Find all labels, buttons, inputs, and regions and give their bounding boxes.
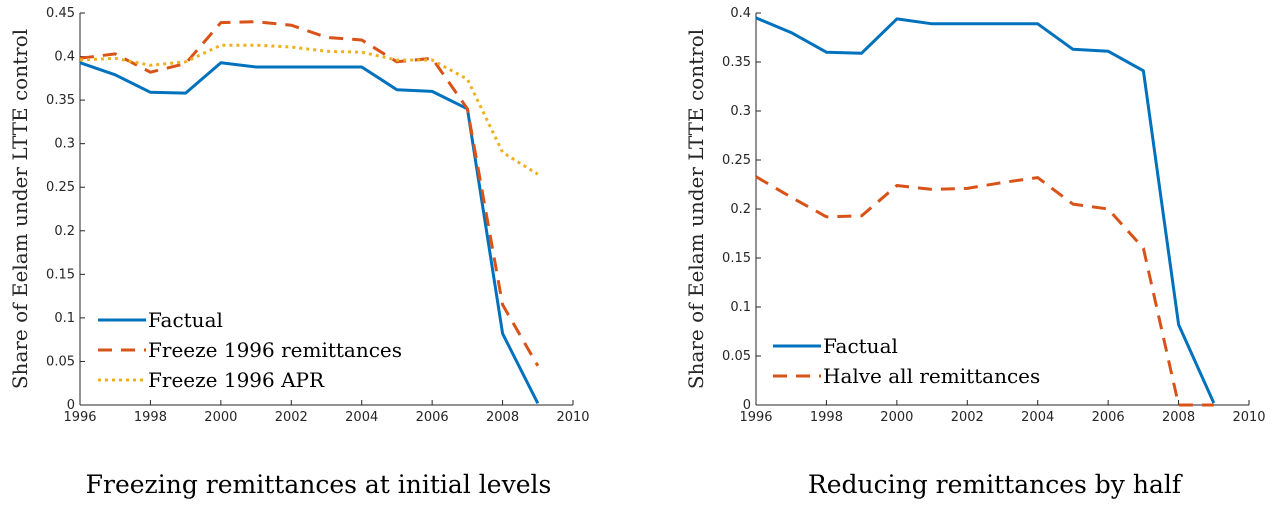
- y-tick-label: 0.3: [730, 104, 751, 119]
- x-tick-label: 1998: [134, 410, 167, 425]
- y-tick-label: 0.05: [46, 354, 75, 369]
- y-tick-label: 0.25: [722, 153, 751, 168]
- y-tick-label: 0.1: [54, 311, 75, 326]
- x-tick-label: 2002: [275, 410, 308, 425]
- y-tick-label: 0.15: [46, 267, 75, 282]
- y-axis-label: Share of Eelam under LTTE control: [8, 29, 32, 389]
- y-tick-label: 0.15: [722, 251, 751, 266]
- right-chart-panel: 1996 1998 2000 2002 2004 2006 2008 2010 0 0.05 0.1…: [684, 6, 1266, 499]
- x-tick-label: 2006: [416, 410, 449, 425]
- y-tick-label: 0.1: [730, 300, 751, 315]
- x-tick-label: 2006: [1092, 410, 1125, 425]
- x-tick-label: 2002: [951, 410, 984, 425]
- x-tick-label: 1998: [810, 410, 843, 425]
- x-tick-label: 1996: [739, 410, 772, 425]
- y-tick-label: 0.2: [730, 202, 751, 217]
- legend-label: Factual: [823, 334, 898, 358]
- x-tick-label: 2000: [880, 410, 913, 425]
- legend-label: Freeze 1996 APR: [148, 368, 325, 392]
- x-tick-label: 2004: [1021, 410, 1054, 425]
- y-tick-label: 0: [743, 398, 751, 413]
- x-tick-label: 2000: [204, 410, 237, 425]
- series-line-factual: [755, 16, 1216, 404]
- y-tick-label: 0.35: [722, 55, 751, 70]
- series-line-freeze-1996-remittances: [79, 20, 540, 367]
- y-tick-label: 0.3: [54, 137, 75, 152]
- y-tick-label: 0.35: [46, 93, 75, 108]
- y-tick-label: 0.45: [46, 6, 75, 21]
- y-tick-label: 0.2: [54, 224, 75, 239]
- y-tick-label: 0.4: [730, 6, 751, 21]
- left-chart-panel: 1996 1998 2000 2002 2004 2006 2008 2010 0 0.05 0.1…: [8, 6, 590, 499]
- y-axis-label: Share of Eelam under LTTE control: [684, 29, 708, 389]
- legend-label: Freeze 1996 remittances: [148, 338, 402, 362]
- x-tick-label: 2004: [345, 410, 378, 425]
- y-tick-label: 0.25: [46, 180, 75, 195]
- chart-caption: Freezing remittances at initial levels: [86, 470, 552, 499]
- series-line-factual: [79, 61, 540, 404]
- chart-caption: Reducing remittances by half: [808, 470, 1183, 499]
- x-tick-label: 2010: [556, 410, 589, 425]
- x-tick-label: 2008: [1162, 410, 1195, 425]
- x-tick-label: 1996: [63, 410, 96, 425]
- x-tick-label: 2008: [486, 410, 519, 425]
- y-tick-label: 0.4: [54, 50, 75, 65]
- x-tick-label: 2010: [1232, 410, 1265, 425]
- legend-label: Factual: [148, 308, 223, 332]
- y-tick-label: 0: [67, 398, 75, 413]
- series-line-freeze-1996-apr: [79, 43, 539, 176]
- y-tick-label: 0.05: [722, 349, 751, 364]
- legend-label: Halve all remittances: [823, 364, 1040, 388]
